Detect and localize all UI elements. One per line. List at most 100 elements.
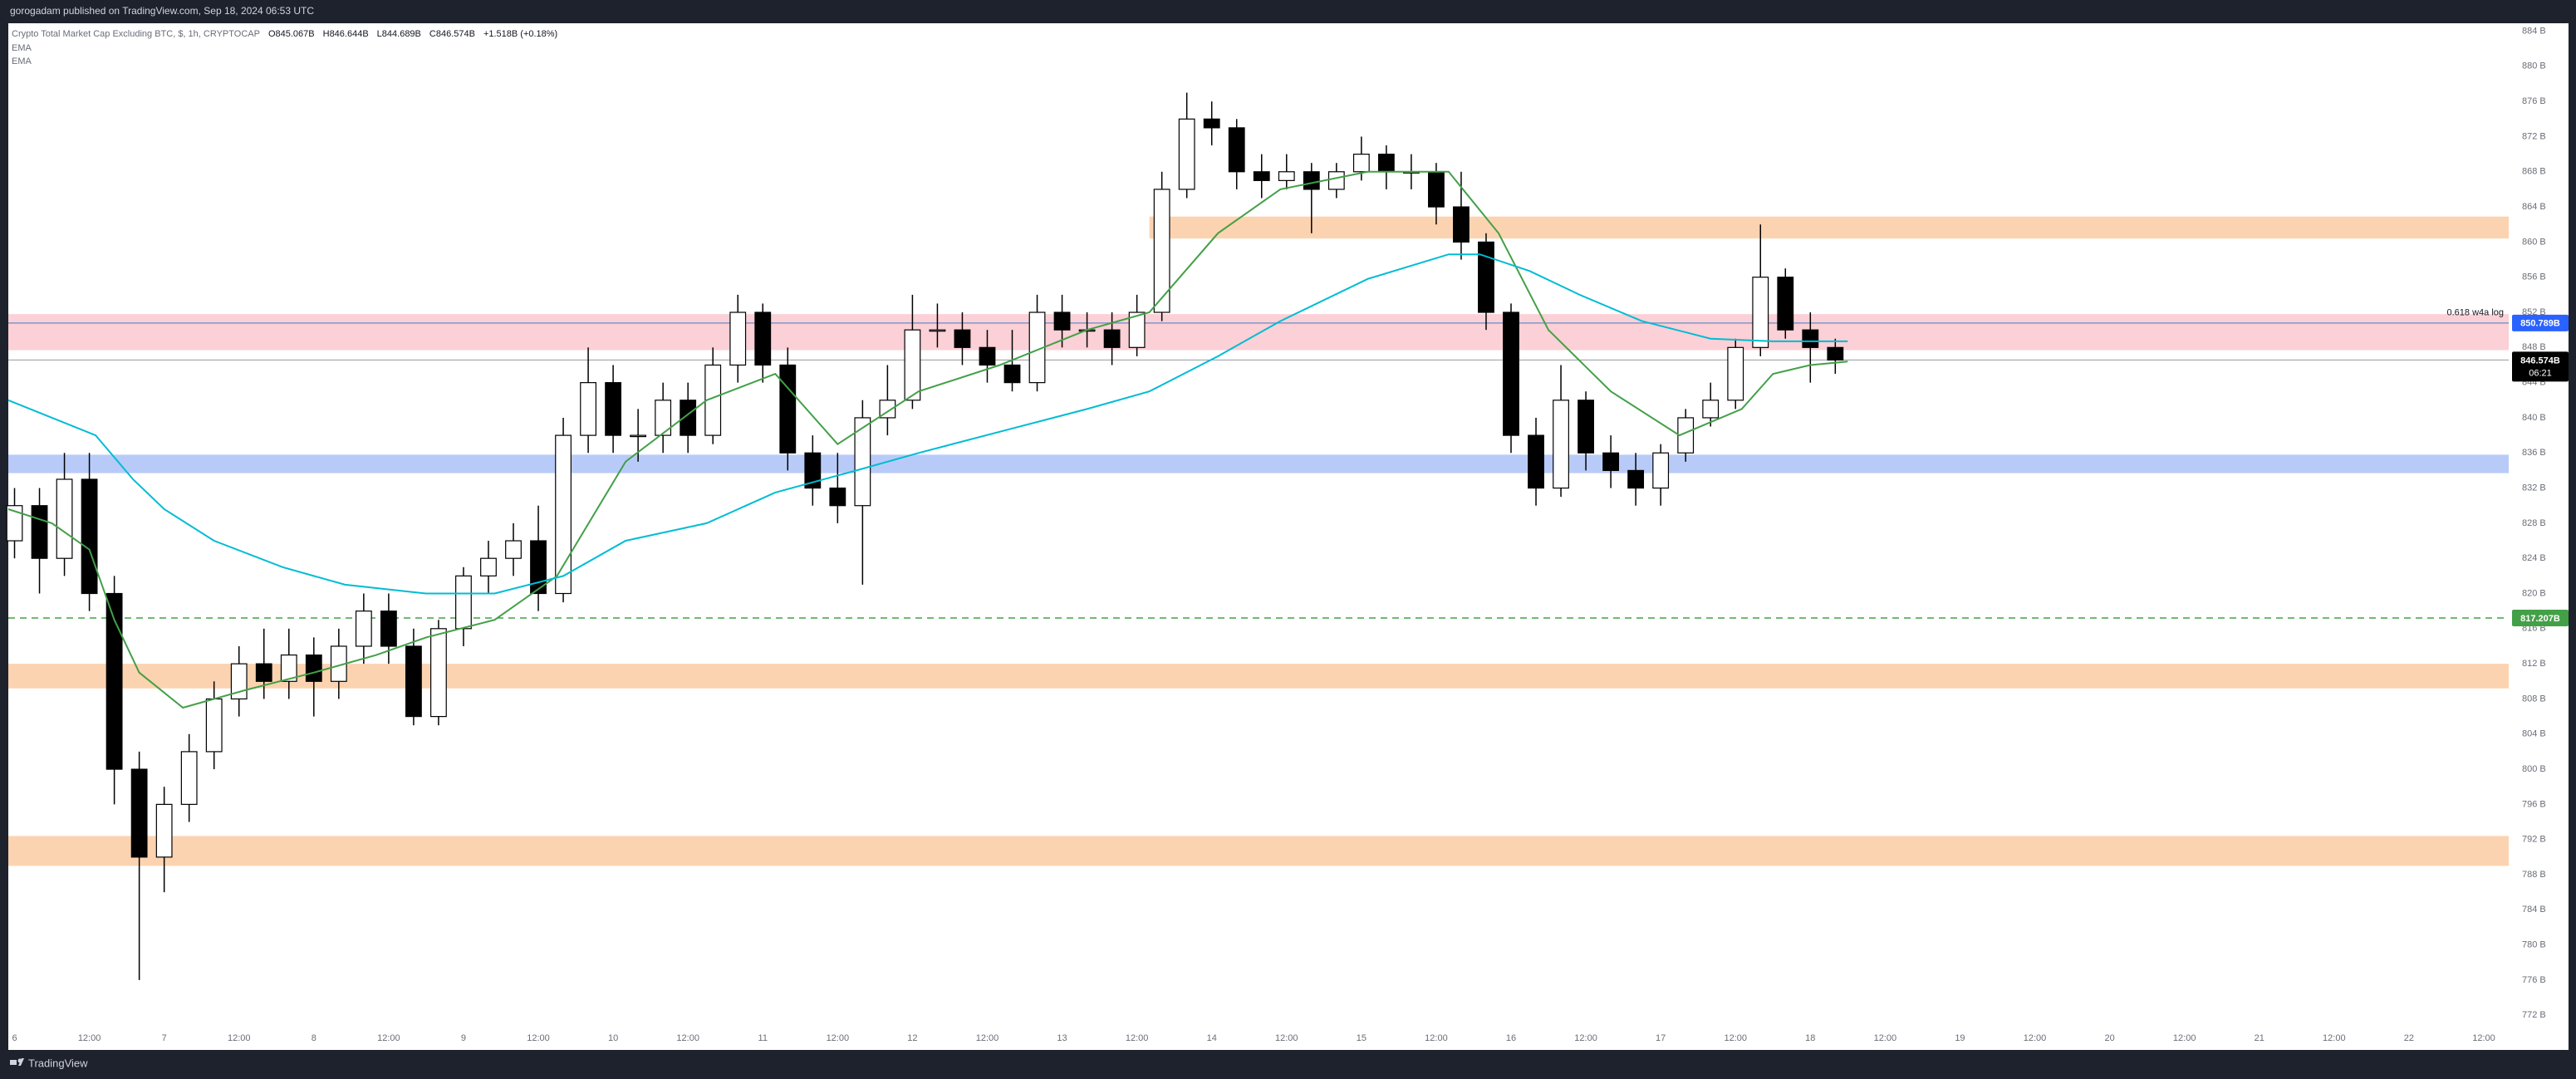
- y-tick-label: 788 B: [2522, 870, 2546, 880]
- y-tick-label: 804 B: [2522, 729, 2546, 739]
- candle: [1303, 163, 1320, 233]
- x-tick-label: 12:00: [228, 1033, 251, 1043]
- x-tick-label: 12:00: [1724, 1033, 1747, 1043]
- x-tick-label: 9: [461, 1033, 466, 1043]
- candle-body: [180, 751, 198, 805]
- candle: [480, 541, 497, 594]
- candle: [979, 330, 996, 383]
- candle-body: [1478, 241, 1494, 313]
- y-tick-label: 856 B: [2522, 272, 2546, 282]
- candle-body: [380, 611, 397, 647]
- candle: [1752, 224, 1769, 356]
- candle: [1327, 163, 1345, 199]
- x-tick-label: 14: [1207, 1033, 1217, 1043]
- candle: [405, 628, 422, 726]
- candle: [505, 522, 522, 576]
- candle: [1228, 119, 1245, 189]
- x-tick-label: 10: [608, 1033, 618, 1043]
- candle: [81, 453, 98, 611]
- candle-body: [929, 329, 946, 332]
- candle-body: [355, 611, 372, 647]
- candle: [1802, 312, 1819, 383]
- x-tick-label: 12: [907, 1033, 917, 1043]
- x-tick-label: 12:00: [1425, 1033, 1448, 1043]
- legend-series: EMA: [12, 56, 32, 66]
- candle: [6, 488, 23, 559]
- legend-row: Crypto Total Market Cap Excluding BTC, $…: [12, 29, 557, 39]
- candle: [1652, 444, 1670, 506]
- candle: [1627, 453, 1645, 506]
- candle-body: [655, 400, 672, 436]
- candle-body: [1327, 171, 1345, 190]
- candle-body: [1352, 154, 1370, 173]
- legend-low: L844.689B: [377, 29, 421, 39]
- candle-body: [1128, 311, 1146, 348]
- legend-open: O845.067B: [268, 29, 315, 39]
- y-tick-label: 832 B: [2522, 483, 2546, 493]
- zone: [8, 836, 2509, 866]
- candle-body: [729, 311, 747, 366]
- candle: [155, 787, 173, 893]
- plot-area: 0.618 w4a log: [6, 92, 2509, 980]
- candle-body: [1627, 469, 1645, 489]
- candle: [56, 453, 73, 576]
- candle-body: [430, 628, 447, 718]
- y-tick-label: 800 B: [2522, 764, 2546, 774]
- footer-logo: [10, 1058, 24, 1066]
- candle-body: [1003, 364, 1021, 384]
- candle-body: [1303, 171, 1320, 190]
- x-tick-label: 12:00: [78, 1033, 101, 1043]
- x-tick-label: 12:00: [377, 1033, 400, 1043]
- candle: [1203, 101, 1220, 146]
- y-tick-label: 872 B: [2522, 131, 2546, 141]
- candle-body: [1103, 329, 1121, 348]
- candle: [330, 628, 347, 699]
- x-tick-label: 12:00: [2472, 1033, 2495, 1043]
- x-tick-label: 13: [1057, 1033, 1067, 1043]
- candle: [680, 382, 697, 454]
- candle-body: [31, 505, 48, 559]
- candle-body: [1553, 400, 1569, 489]
- candle-body: [1503, 311, 1519, 436]
- y-tick-label: 876 B: [2522, 96, 2546, 106]
- candle-body: [555, 434, 572, 595]
- ema-line: [7, 253, 1848, 595]
- x-tick-label: 17: [1656, 1033, 1666, 1043]
- candle: [1777, 268, 1794, 339]
- price-axis: [2510, 23, 2569, 1050]
- candle-body: [505, 540, 522, 559]
- y-tick-label: 772 B: [2522, 1010, 2546, 1020]
- legend-change: +1.518B (+0.18%): [483, 29, 557, 39]
- y-tick-label: 812 B: [2522, 659, 2546, 669]
- candle: [280, 628, 297, 699]
- price-label: 817.207B: [2520, 614, 2560, 624]
- candle: [530, 505, 547, 611]
- x-tick-label: 12:00: [1126, 1033, 1149, 1043]
- y-tick-label: 792 B: [2522, 835, 2546, 845]
- candle-body: [1253, 171, 1270, 181]
- candle: [1253, 154, 1270, 199]
- zone: [8, 314, 2509, 351]
- chart-background: [8, 23, 2569, 1050]
- x-tick-label: 12:00: [976, 1033, 999, 1043]
- candle: [704, 347, 722, 444]
- x-tick-label: 12:00: [827, 1033, 850, 1043]
- x-tick-label: 12:00: [527, 1033, 550, 1043]
- candle-body: [155, 803, 173, 858]
- y-tick-label: 848 B: [2522, 342, 2546, 352]
- price-label: 850.789B: [2520, 319, 2560, 329]
- candle-body: [1053, 311, 1071, 331]
- candle-body: [1652, 452, 1670, 489]
- countdown-label: 06:21: [2529, 368, 2552, 378]
- candle: [1178, 92, 1195, 199]
- candle: [1128, 294, 1146, 356]
- x-tick-label: 12:00: [1874, 1033, 1897, 1043]
- x-tick-label: 12:00: [676, 1033, 699, 1043]
- candle: [430, 620, 447, 726]
- candle-body: [1602, 452, 1620, 472]
- y-tick-label: 884 B: [2522, 26, 2546, 36]
- candle: [779, 347, 797, 471]
- candle-body: [1153, 189, 1170, 313]
- candle: [1577, 391, 1594, 471]
